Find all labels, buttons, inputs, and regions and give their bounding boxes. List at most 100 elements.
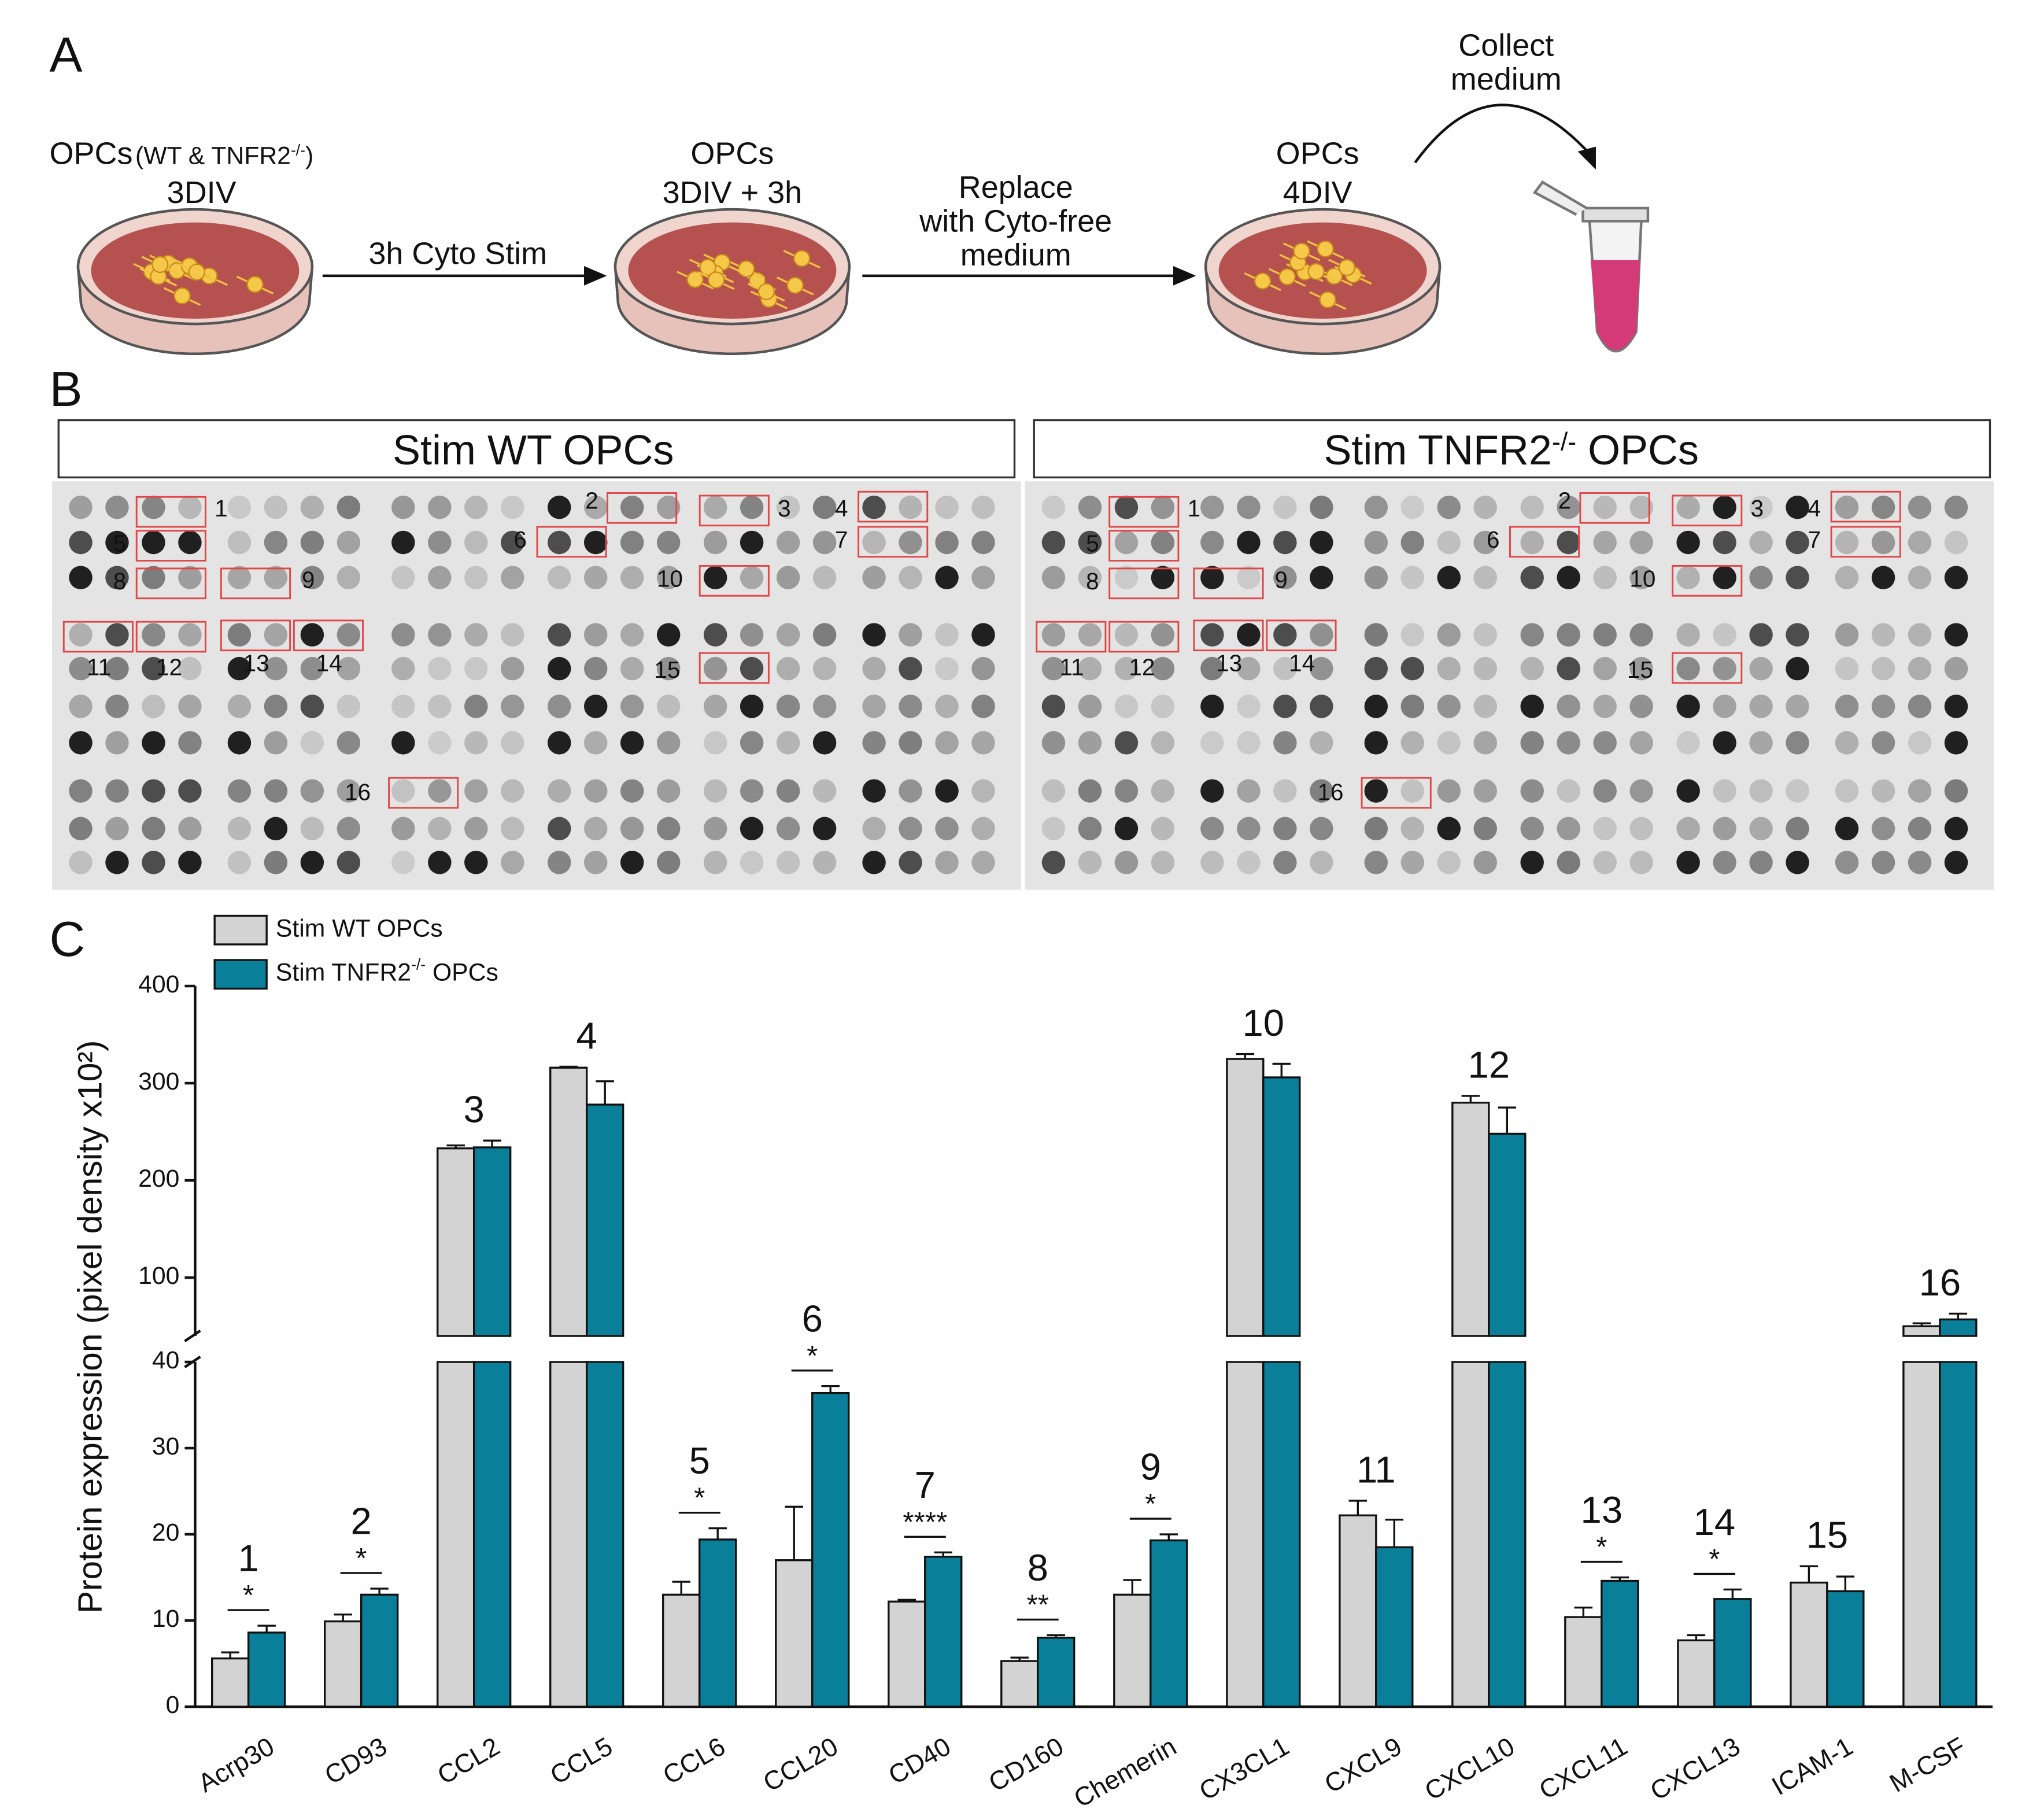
blot-spot: [142, 566, 165, 589]
blot-spot: [501, 530, 524, 555]
spot-box: [607, 492, 678, 524]
blot-spot: [1944, 817, 1968, 841]
blot-spot: [812, 530, 837, 555]
blot-spot: [656, 495, 681, 519]
blot-spot: [1749, 731, 1773, 755]
group-label: 2: [351, 1500, 372, 1542]
blot-spot: [899, 851, 922, 874]
blot-spot: [1629, 731, 1653, 755]
blot-spot: [1078, 623, 1102, 647]
blot-spot: [548, 851, 571, 874]
blot-spot: [69, 817, 93, 841]
bar: [1677, 1639, 1716, 1708]
spot-box: [536, 526, 607, 558]
collect-label: medium: [1451, 62, 1562, 97]
blot-spot: [740, 731, 764, 755]
spot-box: [1509, 526, 1580, 558]
blot-spot: [776, 656, 800, 681]
blot-spot: [1871, 623, 1895, 647]
blot-spot: [812, 495, 837, 519]
blot-spot: [337, 817, 361, 841]
blot-spot: [1871, 695, 1895, 718]
blot-spot: [1944, 530, 1968, 555]
bar: [1713, 1598, 1752, 1708]
blot-spot: [69, 851, 93, 874]
blot-spot: [264, 656, 288, 681]
blot-spot: [1041, 779, 1066, 803]
blot-spot: [227, 731, 252, 755]
blot-spot: [812, 656, 837, 681]
blot-spot: [1835, 731, 1859, 755]
blot-spot: [264, 495, 288, 519]
bar: [437, 1361, 475, 1708]
blot-spot: [1835, 656, 1859, 681]
bar: [1262, 1076, 1301, 1337]
blot-spot: [548, 817, 571, 841]
blot-spot: [264, 817, 288, 841]
blot-spot: [1237, 623, 1261, 647]
cell: [757, 283, 775, 300]
spot-label: 3: [1751, 495, 1764, 522]
blot-spot: [548, 731, 571, 755]
cell: [686, 271, 704, 288]
blot-spot: [1786, 495, 1809, 519]
bar: [698, 1538, 737, 1708]
spot-label: 16: [1318, 778, 1344, 805]
blot-spot: [1041, 495, 1066, 519]
blot-spot: [1835, 779, 1859, 803]
blot-spot: [1041, 695, 1066, 718]
blot-spot: [264, 695, 288, 718]
blot-spot: [1437, 566, 1461, 589]
y-tick-label: 30: [152, 1433, 180, 1460]
y-tick-label: 20: [152, 1519, 180, 1546]
blot-spot: [583, 566, 608, 589]
blot-spot: [1944, 731, 1968, 755]
dish-medium: [628, 222, 837, 319]
blot-spot: [1200, 779, 1224, 803]
blot-spot: [227, 566, 252, 589]
blot-spot: [1151, 817, 1175, 841]
blot-spot: [740, 779, 764, 803]
blot-spot: [69, 566, 93, 589]
spot-box: [135, 530, 206, 562]
blot-spot: [1908, 656, 1932, 681]
blot-spot: [1310, 495, 1333, 519]
x-tick-label: Acrp30: [193, 1731, 279, 1797]
bar: [1262, 1361, 1301, 1708]
blot-spot: [300, 817, 324, 841]
y-tick-label: 10: [152, 1605, 180, 1633]
blot-spot: [1871, 817, 1895, 841]
blot-spot: [1041, 731, 1066, 755]
blot-spot: [1557, 851, 1580, 874]
blot-spot: [703, 566, 727, 589]
blot-spot: [227, 851, 252, 874]
spot-label: 10: [657, 565, 683, 592]
blot-spot: [1200, 656, 1224, 681]
bar: [1939, 1361, 1978, 1708]
blot-spot: [1473, 623, 1497, 647]
blot-spot: [812, 695, 837, 718]
blot-spot: [1310, 530, 1333, 555]
bar: [360, 1593, 399, 1708]
blot-spot: [776, 495, 800, 519]
x-tick-label: CXCL13: [1645, 1731, 1745, 1806]
blot-spot: [178, 566, 202, 589]
bar: [586, 1103, 624, 1337]
significance: **: [1027, 1589, 1049, 1620]
blot-spot: [1908, 817, 1932, 841]
blot-spot: [69, 731, 93, 755]
x-tick-label: CX3CL1: [1194, 1731, 1294, 1806]
y-tick-label: 0: [166, 1691, 180, 1719]
spot-box: [135, 567, 206, 600]
blot-spot: [740, 851, 764, 874]
y-tick-label: 400: [138, 970, 179, 998]
blot-spot: [501, 817, 524, 841]
x-tick-label: M-CSF: [1884, 1731, 1971, 1797]
blot-spot: [1676, 495, 1700, 519]
spot-box: [1672, 494, 1743, 527]
blot-spot: [428, 495, 452, 519]
spot-label: 2: [585, 487, 598, 514]
blot-spot: [740, 623, 764, 647]
blot-spot: [1871, 851, 1895, 874]
blot-spot: [501, 566, 524, 589]
